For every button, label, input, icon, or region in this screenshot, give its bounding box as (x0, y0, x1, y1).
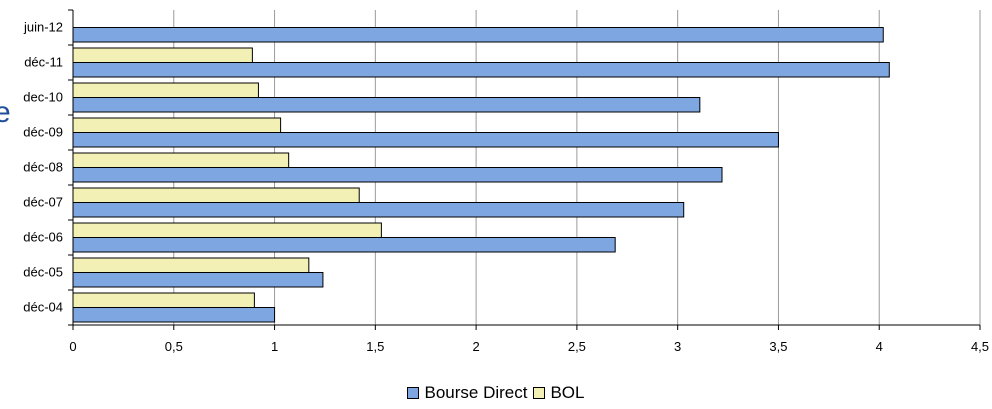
legend-item-bourse-direct: Bourse Direct (407, 383, 527, 403)
axis-labels: 0 0,5 1 1,5 2 2,5 3 3,5 4 4,5 déc-04 déc-05 déc-06 dé… (23, 20, 989, 355)
bar-bol-6 (72, 82, 259, 98)
x-tick-label: 2,5 (568, 339, 586, 354)
edge-fragment: e (0, 96, 11, 129)
x-tick-label: 4 (876, 339, 883, 354)
bar-bol-2 (72, 222, 382, 238)
x-tick-label: 3,5 (769, 339, 787, 354)
x-tick-label: 4,5 (971, 339, 989, 354)
x-tick-label: 1 (271, 339, 278, 354)
bar-bourse-direct-0 (72, 307, 276, 323)
bar-bol-7 (72, 47, 253, 63)
y-category-label: déc-05 (23, 265, 63, 280)
axes (68, 9, 981, 330)
bar-bourse-direct-3 (72, 202, 685, 218)
legend-swatch (407, 387, 420, 399)
legend-item-bol: BOL (533, 383, 585, 403)
x-tick-label: 2 (472, 339, 479, 354)
bar-bourse-direct-1 (72, 272, 324, 288)
bar-bourse-direct-8 (72, 27, 884, 43)
bar-bourse-direct-4 (72, 167, 723, 183)
bar-bourse-direct-7 (72, 62, 890, 78)
y-category-label: déc-07 (23, 195, 63, 210)
legend-label: Bourse Direct (424, 383, 528, 402)
bar-bol-4 (72, 152, 290, 168)
legend-swatch (533, 387, 546, 399)
y-category-label: déc-11 (24, 55, 63, 70)
legend-label: BOL (550, 383, 585, 402)
x-tick-label: 3 (674, 339, 681, 354)
y-category-label: déc-04 (23, 300, 63, 315)
bar-bol-1 (72, 257, 310, 273)
legend: Bourse Direct BOL (0, 383, 992, 404)
bars (72, 27, 890, 323)
x-tick-label: 0 (69, 339, 76, 354)
y-category-label: déc-06 (23, 230, 63, 245)
x-tick-label: 1,5 (366, 339, 384, 354)
x-tick-label: 0,5 (165, 339, 183, 354)
bar-bourse-direct-5 (72, 132, 779, 148)
bar-bol-3 (72, 187, 360, 203)
bar-bourse-direct-2 (72, 237, 616, 253)
y-category-label: dec-10 (23, 90, 63, 105)
y-category-label: déc-09 (23, 125, 63, 140)
y-category-label: juin-12 (23, 20, 63, 35)
bar-bol-5 (72, 117, 282, 133)
bar-bol-0 (72, 292, 255, 308)
y-category-label: déc-08 (23, 160, 63, 175)
bar-chart: 0 0,5 1 1,5 2 2,5 3 3,5 4 4,5 déc-04 déc-05 déc-06 dé… (23, 9, 989, 355)
bar-bourse-direct-6 (72, 97, 701, 113)
